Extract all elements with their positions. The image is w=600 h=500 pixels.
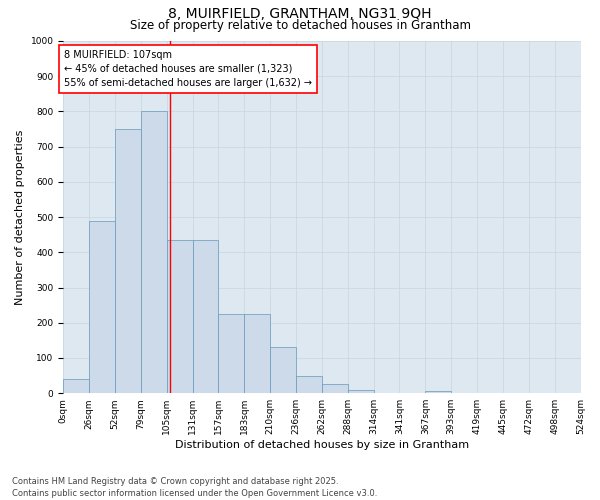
Bar xyxy=(425,392,451,393)
Bar xyxy=(270,348,296,393)
Bar xyxy=(89,220,115,393)
Bar xyxy=(296,376,322,393)
Bar xyxy=(244,314,270,393)
Text: Size of property relative to detached houses in Grantham: Size of property relative to detached ho… xyxy=(130,18,470,32)
Text: Contains HM Land Registry data © Crown copyright and database right 2025.
Contai: Contains HM Land Registry data © Crown c… xyxy=(12,476,377,498)
Bar xyxy=(374,392,400,393)
Bar xyxy=(193,240,218,393)
Bar xyxy=(141,112,167,393)
Bar xyxy=(167,240,193,393)
Text: 8 MUIRFIELD: 107sqm
← 45% of detached houses are smaller (1,323)
55% of semi-det: 8 MUIRFIELD: 107sqm ← 45% of detached ho… xyxy=(64,50,312,88)
Bar xyxy=(322,384,348,393)
Text: 8, MUIRFIELD, GRANTHAM, NG31 9QH: 8, MUIRFIELD, GRANTHAM, NG31 9QH xyxy=(168,8,432,22)
Bar xyxy=(348,390,374,393)
Bar xyxy=(218,314,244,393)
Bar xyxy=(63,379,89,393)
Y-axis label: Number of detached properties: Number of detached properties xyxy=(15,130,25,305)
X-axis label: Distribution of detached houses by size in Grantham: Distribution of detached houses by size … xyxy=(175,440,469,450)
Bar xyxy=(115,129,141,393)
